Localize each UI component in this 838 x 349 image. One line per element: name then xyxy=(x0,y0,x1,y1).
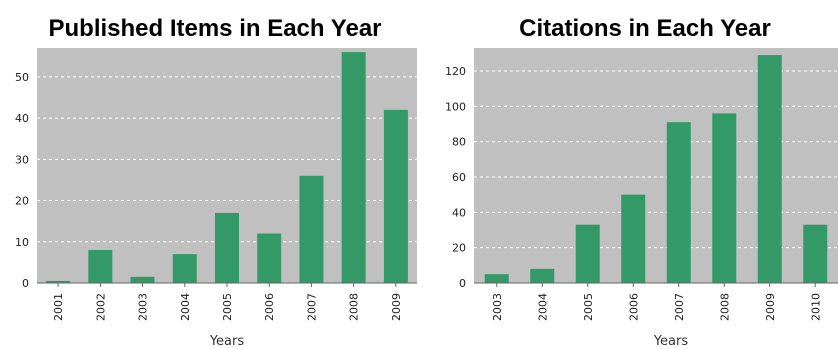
bar xyxy=(575,224,600,283)
x-tick-label: 2008 xyxy=(348,293,361,321)
x-tick-label: 2003 xyxy=(137,293,150,321)
bar xyxy=(666,122,691,283)
y-tick-label: 120 xyxy=(445,65,466,78)
bar xyxy=(621,194,646,283)
gridlines xyxy=(474,70,838,249)
x-tick-label: 2003 xyxy=(491,293,504,321)
x-tick-label: 2001 xyxy=(52,293,65,321)
x-axis-ticks: 2003 2004 2005 2006 2007 2008 2009 2010 xyxy=(491,283,822,321)
bar xyxy=(484,274,509,283)
y-tick-label: 0 xyxy=(459,277,466,290)
y-tick-label: 10 xyxy=(15,236,29,249)
x-tick-label: 2005 xyxy=(582,293,595,321)
x-tick-label: 2002 xyxy=(94,293,107,321)
x-tick-label: 2005 xyxy=(221,293,234,321)
x-tick-label: 2009 xyxy=(764,293,777,321)
chart-title: Citations in Each Year xyxy=(519,15,771,42)
x-tick-label: 2010 xyxy=(809,293,822,321)
bar-group xyxy=(484,55,828,283)
x-tick-label: 2006 xyxy=(263,293,276,321)
x-tick-label: 2004 xyxy=(179,293,192,321)
y-tick-label: 40 xyxy=(15,112,29,125)
chart-published-items: Published Items in Each Year 0 10 20 30 40 50… xyxy=(15,15,417,349)
bar xyxy=(803,224,828,283)
bar-group xyxy=(46,52,408,284)
y-tick-label: 20 xyxy=(15,195,29,208)
x-tick-label: 2006 xyxy=(627,293,640,321)
x-tick-label: 2008 xyxy=(718,293,731,321)
bar xyxy=(341,52,366,284)
bar xyxy=(130,276,155,283)
y-axis-ticks: 0 20 40 60 80 100 120 xyxy=(445,65,466,290)
bar xyxy=(172,254,197,283)
y-tick-label: 80 xyxy=(452,136,466,149)
bar xyxy=(215,212,239,283)
bar xyxy=(299,175,324,283)
y-tick-label: 30 xyxy=(15,153,29,166)
y-tick-label: 0 xyxy=(22,277,29,290)
y-axis-ticks: 0 10 20 30 40 50 xyxy=(15,71,29,290)
bar xyxy=(712,113,737,283)
bar xyxy=(46,280,71,283)
x-axis-label: Years xyxy=(653,334,689,349)
bar xyxy=(383,109,408,283)
y-tick-label: 100 xyxy=(445,100,466,113)
x-tick-label: 2007 xyxy=(305,293,318,321)
y-tick-label: 60 xyxy=(452,171,466,184)
y-tick-label: 20 xyxy=(452,242,466,255)
chart-citations: Citations in Each Year 0 20 40 60 80 100 120 2… xyxy=(445,15,838,349)
y-tick-label: 40 xyxy=(452,206,466,219)
bar xyxy=(530,268,555,283)
bar xyxy=(757,55,782,283)
chart-title: Published Items in Each Year xyxy=(48,15,381,42)
x-axis-ticks: 2001 2002 2003 2004 2005 2006 2007 2008 2009 xyxy=(52,283,403,321)
y-tick-label: 50 xyxy=(15,71,29,84)
x-axis-label: Years xyxy=(209,334,245,349)
x-tick-label: 2004 xyxy=(536,293,549,321)
bar xyxy=(257,233,282,283)
bar xyxy=(88,250,113,283)
x-tick-label: 2009 xyxy=(390,293,403,321)
x-tick-label: 2007 xyxy=(673,293,686,321)
